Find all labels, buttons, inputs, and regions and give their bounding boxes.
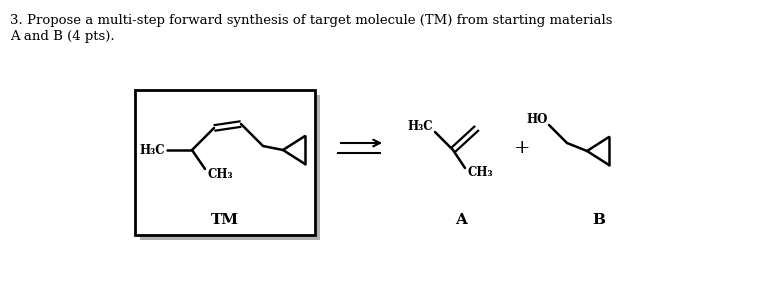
- Text: HO: HO: [527, 113, 548, 126]
- Text: 3. Propose a multi-step forward synthesis of target molecule (TM) from starting : 3. Propose a multi-step forward synthesi…: [10, 14, 613, 27]
- Text: CH₃: CH₃: [208, 168, 234, 181]
- Text: TM: TM: [211, 213, 239, 227]
- Text: CH₃: CH₃: [467, 166, 493, 179]
- Text: A: A: [455, 213, 467, 227]
- Text: H₃C: H₃C: [408, 120, 433, 133]
- Text: B: B: [592, 213, 605, 227]
- Text: A and B (4 pts).: A and B (4 pts).: [10, 30, 115, 43]
- Bar: [135, 90, 315, 235]
- Text: +: +: [514, 139, 530, 157]
- Bar: [140, 95, 320, 240]
- Text: H₃C: H₃C: [139, 143, 165, 156]
